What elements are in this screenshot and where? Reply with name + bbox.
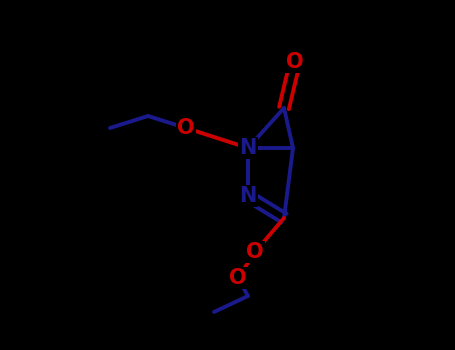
- Text: O: O: [177, 118, 195, 138]
- Text: N: N: [239, 138, 257, 158]
- Text: O: O: [246, 242, 264, 262]
- Text: N: N: [239, 186, 257, 206]
- Text: O: O: [229, 268, 247, 288]
- Text: O: O: [286, 52, 304, 72]
